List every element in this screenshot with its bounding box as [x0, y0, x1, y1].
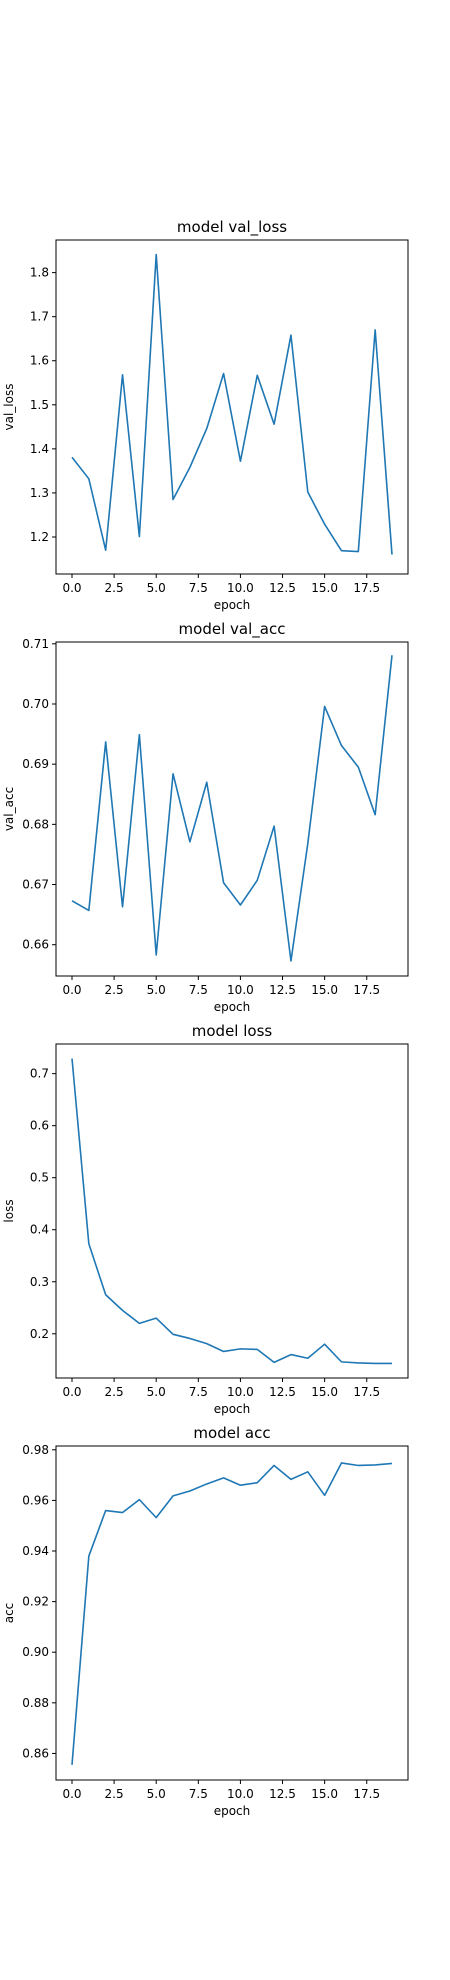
- x-axis-ticks: 0.0 2.5 5.0 7.5 10.0 12.5 15.0 17.5: [62, 976, 380, 997]
- x-tick-label: 12.5: [269, 581, 296, 595]
- x-axis-label: epoch: [214, 1804, 251, 1818]
- y-tick-label: 0.92: [22, 1595, 49, 1609]
- y-axis-ticks: 0.86 0.88 0.90 0.92 0.94 0.96 0.98: [22, 1443, 56, 1760]
- x-tick-label: 17.5: [353, 581, 380, 595]
- y-tick-label: 0.86: [22, 1746, 49, 1760]
- x-tick-label: 5.0: [147, 983, 166, 997]
- x-tick-label: 7.5: [189, 581, 208, 595]
- x-tick-label: 2.5: [105, 581, 124, 595]
- chart-title: model val_acc: [179, 620, 286, 639]
- x-tick-label: 0.0: [62, 983, 81, 997]
- chart-loss: model loss epoch loss 0.0 2.5 5.0 7.5 10.0 12…: [2, 1022, 409, 1416]
- x-axis-label: epoch: [214, 1000, 251, 1014]
- x-tick-label: 15.0: [311, 1787, 338, 1801]
- x-tick-label: 5.0: [147, 1787, 166, 1801]
- y-tick-label: 0.71: [22, 637, 49, 651]
- x-tick-label: 10.0: [227, 1385, 254, 1399]
- series-line: [71, 655, 393, 962]
- y-axis-label: val_loss: [2, 384, 16, 431]
- y-tick-label: 0.88: [22, 1696, 49, 1710]
- series-line: [71, 253, 393, 555]
- x-tick-label: 15.0: [311, 1385, 338, 1399]
- series-line: [71, 1462, 393, 1765]
- y-tick-label: 0.98: [22, 1443, 49, 1457]
- y-tick-label: 0.94: [22, 1544, 49, 1558]
- x-axis-ticks: 0.0 2.5 5.0 7.5 10.0 12.5 15.0 17.5: [62, 574, 380, 595]
- y-tick-label: 0.5: [30, 1171, 49, 1185]
- x-tick-label: 12.5: [269, 983, 296, 997]
- x-axis-label: epoch: [214, 1402, 251, 1416]
- x-axis-ticks: 0.0 2.5 5.0 7.5 10.0 12.5 15.0 17.5: [62, 1780, 380, 1801]
- y-tick-label: 0.6: [30, 1119, 49, 1133]
- y-axis-ticks: 0.66 0.67 0.68 0.69 0.70 0.71: [22, 637, 56, 952]
- chart-title: model acc: [193, 1424, 270, 1442]
- y-tick-label: 1.5: [30, 398, 49, 412]
- y-tick-label: 1.6: [30, 354, 49, 368]
- y-tick-label: 0.4: [30, 1223, 49, 1237]
- chart-title: model val_loss: [177, 218, 287, 237]
- x-tick-label: 7.5: [189, 1787, 208, 1801]
- plot-area: [71, 253, 393, 555]
- x-tick-label: 12.5: [269, 1385, 296, 1399]
- x-tick-label: 10.0: [227, 1787, 254, 1801]
- chart-title: model loss: [192, 1022, 273, 1040]
- y-tick-label: 1.4: [30, 442, 49, 456]
- y-tick-label: 0.70: [22, 697, 49, 711]
- y-tick-label: 0.67: [22, 878, 49, 892]
- x-axis-ticks: 0.0 2.5 5.0 7.5 10.0 12.5 15.0 17.5: [62, 1378, 380, 1399]
- x-tick-label: 2.5: [105, 983, 124, 997]
- chart-val-loss: model val_loss epoch val_loss 0.0 2.5 5.0 7…: [2, 218, 409, 612]
- plot-area: [71, 1462, 393, 1765]
- series-line: [71, 1058, 392, 1365]
- y-tick-label: 0.69: [22, 757, 49, 771]
- x-tick-label: 0.0: [62, 1787, 81, 1801]
- x-tick-label: 15.0: [311, 983, 338, 997]
- plot-frame: [55, 1043, 409, 1379]
- y-axis-label: val_acc: [2, 787, 16, 831]
- y-tick-label: 0.90: [22, 1645, 49, 1659]
- y-axis-label: loss: [2, 1199, 16, 1222]
- y-tick-label: 0.66: [22, 938, 49, 952]
- plot-area: [71, 1058, 392, 1365]
- y-tick-label: 0.3: [30, 1275, 49, 1289]
- y-axis-ticks: 0.2 0.3 0.4 0.5 0.6 0.7: [30, 1067, 56, 1341]
- y-tick-label: 0.2: [30, 1327, 49, 1341]
- y-tick-label: 0.68: [22, 817, 49, 831]
- x-tick-label: 17.5: [353, 983, 380, 997]
- y-tick-label: 1.7: [30, 310, 49, 324]
- y-axis-ticks: 1.2 1.3 1.4 1.5 1.6 1.7 1.8: [30, 266, 56, 544]
- plot-frame: [55, 641, 409, 977]
- x-axis-label: epoch: [214, 598, 251, 612]
- y-axis-label: acc: [2, 1603, 16, 1624]
- y-tick-label: 1.2: [30, 530, 49, 544]
- x-tick-label: 7.5: [189, 1385, 208, 1399]
- chart-val-acc: model val_acc epoch val_acc 0.0 2.5 5.0 7.5…: [2, 620, 409, 1014]
- x-tick-label: 5.0: [147, 581, 166, 595]
- x-tick-label: 12.5: [269, 1787, 296, 1801]
- x-tick-label: 10.0: [227, 581, 254, 595]
- x-tick-label: 17.5: [353, 1787, 380, 1801]
- x-tick-label: 5.0: [147, 1385, 166, 1399]
- x-tick-label: 15.0: [311, 581, 338, 595]
- chart-acc: model acc epoch acc 0.0 2.5 5.0 7.5 10.0 12.5…: [2, 1424, 409, 1818]
- x-tick-label: 2.5: [105, 1787, 124, 1801]
- y-tick-label: 1.8: [30, 266, 49, 280]
- x-tick-label: 17.5: [353, 1385, 380, 1399]
- x-tick-label: 0.0: [62, 1385, 81, 1399]
- plot-area: [71, 655, 393, 962]
- plot-frame: [55, 239, 409, 575]
- y-tick-label: 0.96: [22, 1493, 49, 1507]
- y-tick-label: 0.7: [30, 1067, 49, 1081]
- y-tick-label: 1.3: [30, 486, 49, 500]
- x-tick-label: 10.0: [227, 983, 254, 997]
- plot-frame: [55, 1445, 409, 1781]
- x-tick-label: 7.5: [189, 983, 208, 997]
- x-tick-label: 2.5: [105, 1385, 124, 1399]
- x-tick-label: 0.0: [62, 581, 81, 595]
